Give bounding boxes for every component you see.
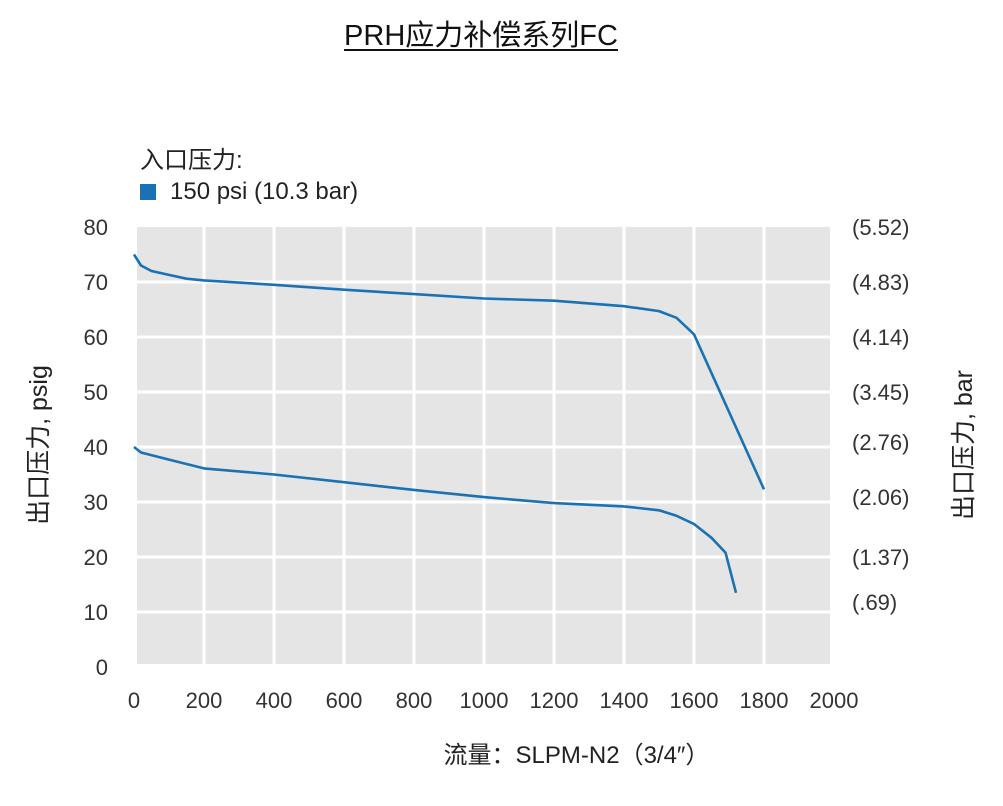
y-tick-label: 30 (84, 490, 108, 515)
x-tick-label: 1800 (740, 688, 789, 713)
chart-title: PRH应力补偿系列FC (344, 20, 618, 52)
x-tick-label: 1600 (670, 688, 719, 713)
x-tick-label: 800 (396, 688, 433, 713)
series-line-2 (133, 445, 738, 594)
y-tick-label: 40 (84, 435, 108, 460)
y-right-tick-label: (4.83) (852, 270, 909, 295)
legend-label: 150 psi (10.3 bar) (170, 178, 359, 205)
x-tick-label: 2000 (810, 688, 859, 713)
y-right-tick-label: (1.37) (852, 545, 909, 570)
x-tick-label: 1200 (530, 688, 579, 713)
x-tick-label: 1000 (460, 688, 509, 713)
x-axis-label: 流量：SLPM-N2（3/4″） (443, 742, 710, 769)
y-tick-label: 10 (84, 600, 108, 625)
y-right-tick-label: (.69) (852, 590, 897, 615)
y-tick-label: 50 (84, 380, 108, 405)
y-tick-label: 70 (84, 270, 108, 295)
legend-item: 150 psi (10.3 bar) (140, 178, 358, 206)
y-tick-label: 0 (96, 655, 108, 680)
y-axis-right-label: 出口压力, bar (950, 370, 978, 520)
legend-title: 入口压力: (140, 147, 243, 174)
x-tick-label: 600 (326, 688, 363, 713)
x-tick-label: 0 (128, 688, 140, 713)
series-line-1 (132, 253, 766, 490)
legend-swatch (140, 184, 156, 200)
x-tick-label: 1400 (600, 688, 649, 713)
y-tick-label: 80 (84, 215, 108, 240)
x-tick-label: 400 (256, 688, 293, 713)
y-right-tick-label: (2.06) (852, 485, 909, 510)
y-right-tick-label: (2.76) (852, 430, 909, 455)
y-axis-label: 出口压力, psig (25, 365, 53, 525)
y-right-tick-label: (5.52) (852, 215, 909, 240)
x-tick-label: 200 (186, 688, 223, 713)
y-right-tick-label: (3.45) (852, 380, 909, 405)
y-tick-label: 20 (84, 545, 108, 570)
y-tick-label: 60 (84, 325, 108, 350)
y-right-tick-label: (4.14) (852, 325, 909, 350)
